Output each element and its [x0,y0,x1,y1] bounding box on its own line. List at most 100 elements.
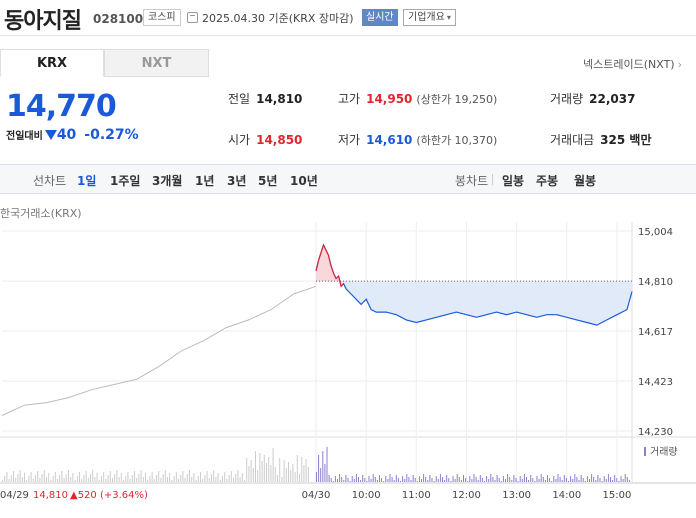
volume-bar [127,472,129,482]
x-axis-labels: 04/30 10:00 11:00 12:00 13:00 14:00 15:00 [302,490,632,501]
volume-bar [175,472,177,482]
volume-bar [519,476,521,482]
volume-bar [98,480,100,482]
company-info-button[interactable]: 기업개요 ▾ [403,9,456,26]
volume-bar [626,477,628,482]
volume-bar [324,464,326,482]
volume-bar [131,475,133,482]
volume-bar [593,477,595,482]
volume-bar [343,480,345,482]
line-chart-label[interactable]: 선차트 [33,174,67,188]
period-1w[interactable]: 1주일 [110,174,141,188]
volume-bar [376,480,378,482]
volume-bar [349,481,351,482]
volume-bar [553,476,555,482]
volume-bar [101,476,102,482]
quote-prev: 전일 14,810 [228,90,302,107]
volume-bar [21,477,23,482]
volume-bar [2,480,3,482]
volume-bar [360,480,362,482]
quote-label: 거래량 [550,92,584,106]
volume-bar [586,476,588,482]
volume-bar [125,476,127,482]
period-3y[interactable]: 3년 [227,174,247,188]
x-tick-label: 04/30 [302,490,331,501]
volume-bar [337,479,338,482]
volume-bar [471,479,473,482]
volume-bar [437,479,439,482]
volume-bar [94,477,96,482]
period-3m[interactable]: 3개월 [152,174,183,188]
tab-nxt[interactable]: NXT [104,49,209,77]
volume-bar [290,470,292,482]
volume-bar [528,480,530,482]
tab-krx[interactable]: KRX [0,49,104,77]
volume-bar [222,476,223,482]
volume-bar [358,477,359,482]
volume-bar [6,472,8,482]
volume-bar [248,466,250,482]
volume-bar [322,451,324,482]
volume-bar [467,481,469,482]
quote-value: 14,810 [256,92,303,106]
divider [492,174,493,185]
volume-bar [193,473,195,482]
candle-daily[interactable]: 일봉 [502,174,525,188]
x-tick-label: 15:00 [603,490,632,501]
volume-bar [307,467,309,482]
market-badge: 코스피 [143,9,181,26]
volume-bar [59,475,61,482]
volume-bar [580,475,582,482]
volume-bar [206,471,208,482]
volume-bar [83,475,85,482]
volume-bar [429,475,431,482]
change-label: 전일대비 [6,131,43,142]
volume-bar [391,477,393,482]
candle-monthly[interactable]: 월봉 [574,174,597,188]
volume-bar [442,477,443,482]
volume-bar [215,477,217,482]
nxt-link[interactable]: 넥스트레이드(NXT) › [583,56,682,72]
nxt-link-label: 넥스트레이드(NXT) [583,58,675,71]
volume-bar [368,476,370,482]
quote-value: 22,037 [589,92,636,106]
area-below-baseline [316,281,632,326]
volume-bar [268,457,270,482]
volume-bar [35,475,36,482]
chart-grid [0,222,696,484]
volume-bar [233,478,234,482]
volume-bar [555,479,557,482]
volume-bar [511,480,513,482]
volume-bar [316,472,317,482]
period-5y[interactable]: 5년 [258,174,278,188]
volume-bar [326,447,328,482]
candle-weekly[interactable]: 주봉 [536,174,559,188]
volume-bar [328,475,330,482]
volume-bar [283,460,285,482]
stock-code: 028100 [93,12,144,26]
quote-value: 14,950 [366,92,413,106]
volume-bar [452,476,454,482]
volume-bar [112,478,113,482]
volume-bar [19,470,21,482]
period-1y[interactable]: 1년 [195,174,215,188]
volume-bar [178,479,179,482]
volume-bar [85,471,87,482]
candle-chart-label[interactable]: 봉차트 [455,174,489,188]
volume-bar [393,480,395,482]
volume-bar [235,474,237,482]
realtime-badge[interactable]: 실시간 [362,9,398,26]
volume-bar [103,472,105,482]
volume-bar [484,481,485,482]
volume-bar [241,473,243,482]
y-tick-label: 14,423 [638,377,673,388]
volume-bar [156,475,157,482]
volume-bar [37,471,39,482]
volume-bar [213,470,215,482]
period-1d[interactable]: 1일 [77,174,97,188]
period-10y[interactable]: 10년 [290,174,318,188]
volume-bar [244,480,245,482]
volume-bar [116,470,118,482]
volume-bar [561,480,563,482]
quote-label: 거래대금 [550,133,595,147]
